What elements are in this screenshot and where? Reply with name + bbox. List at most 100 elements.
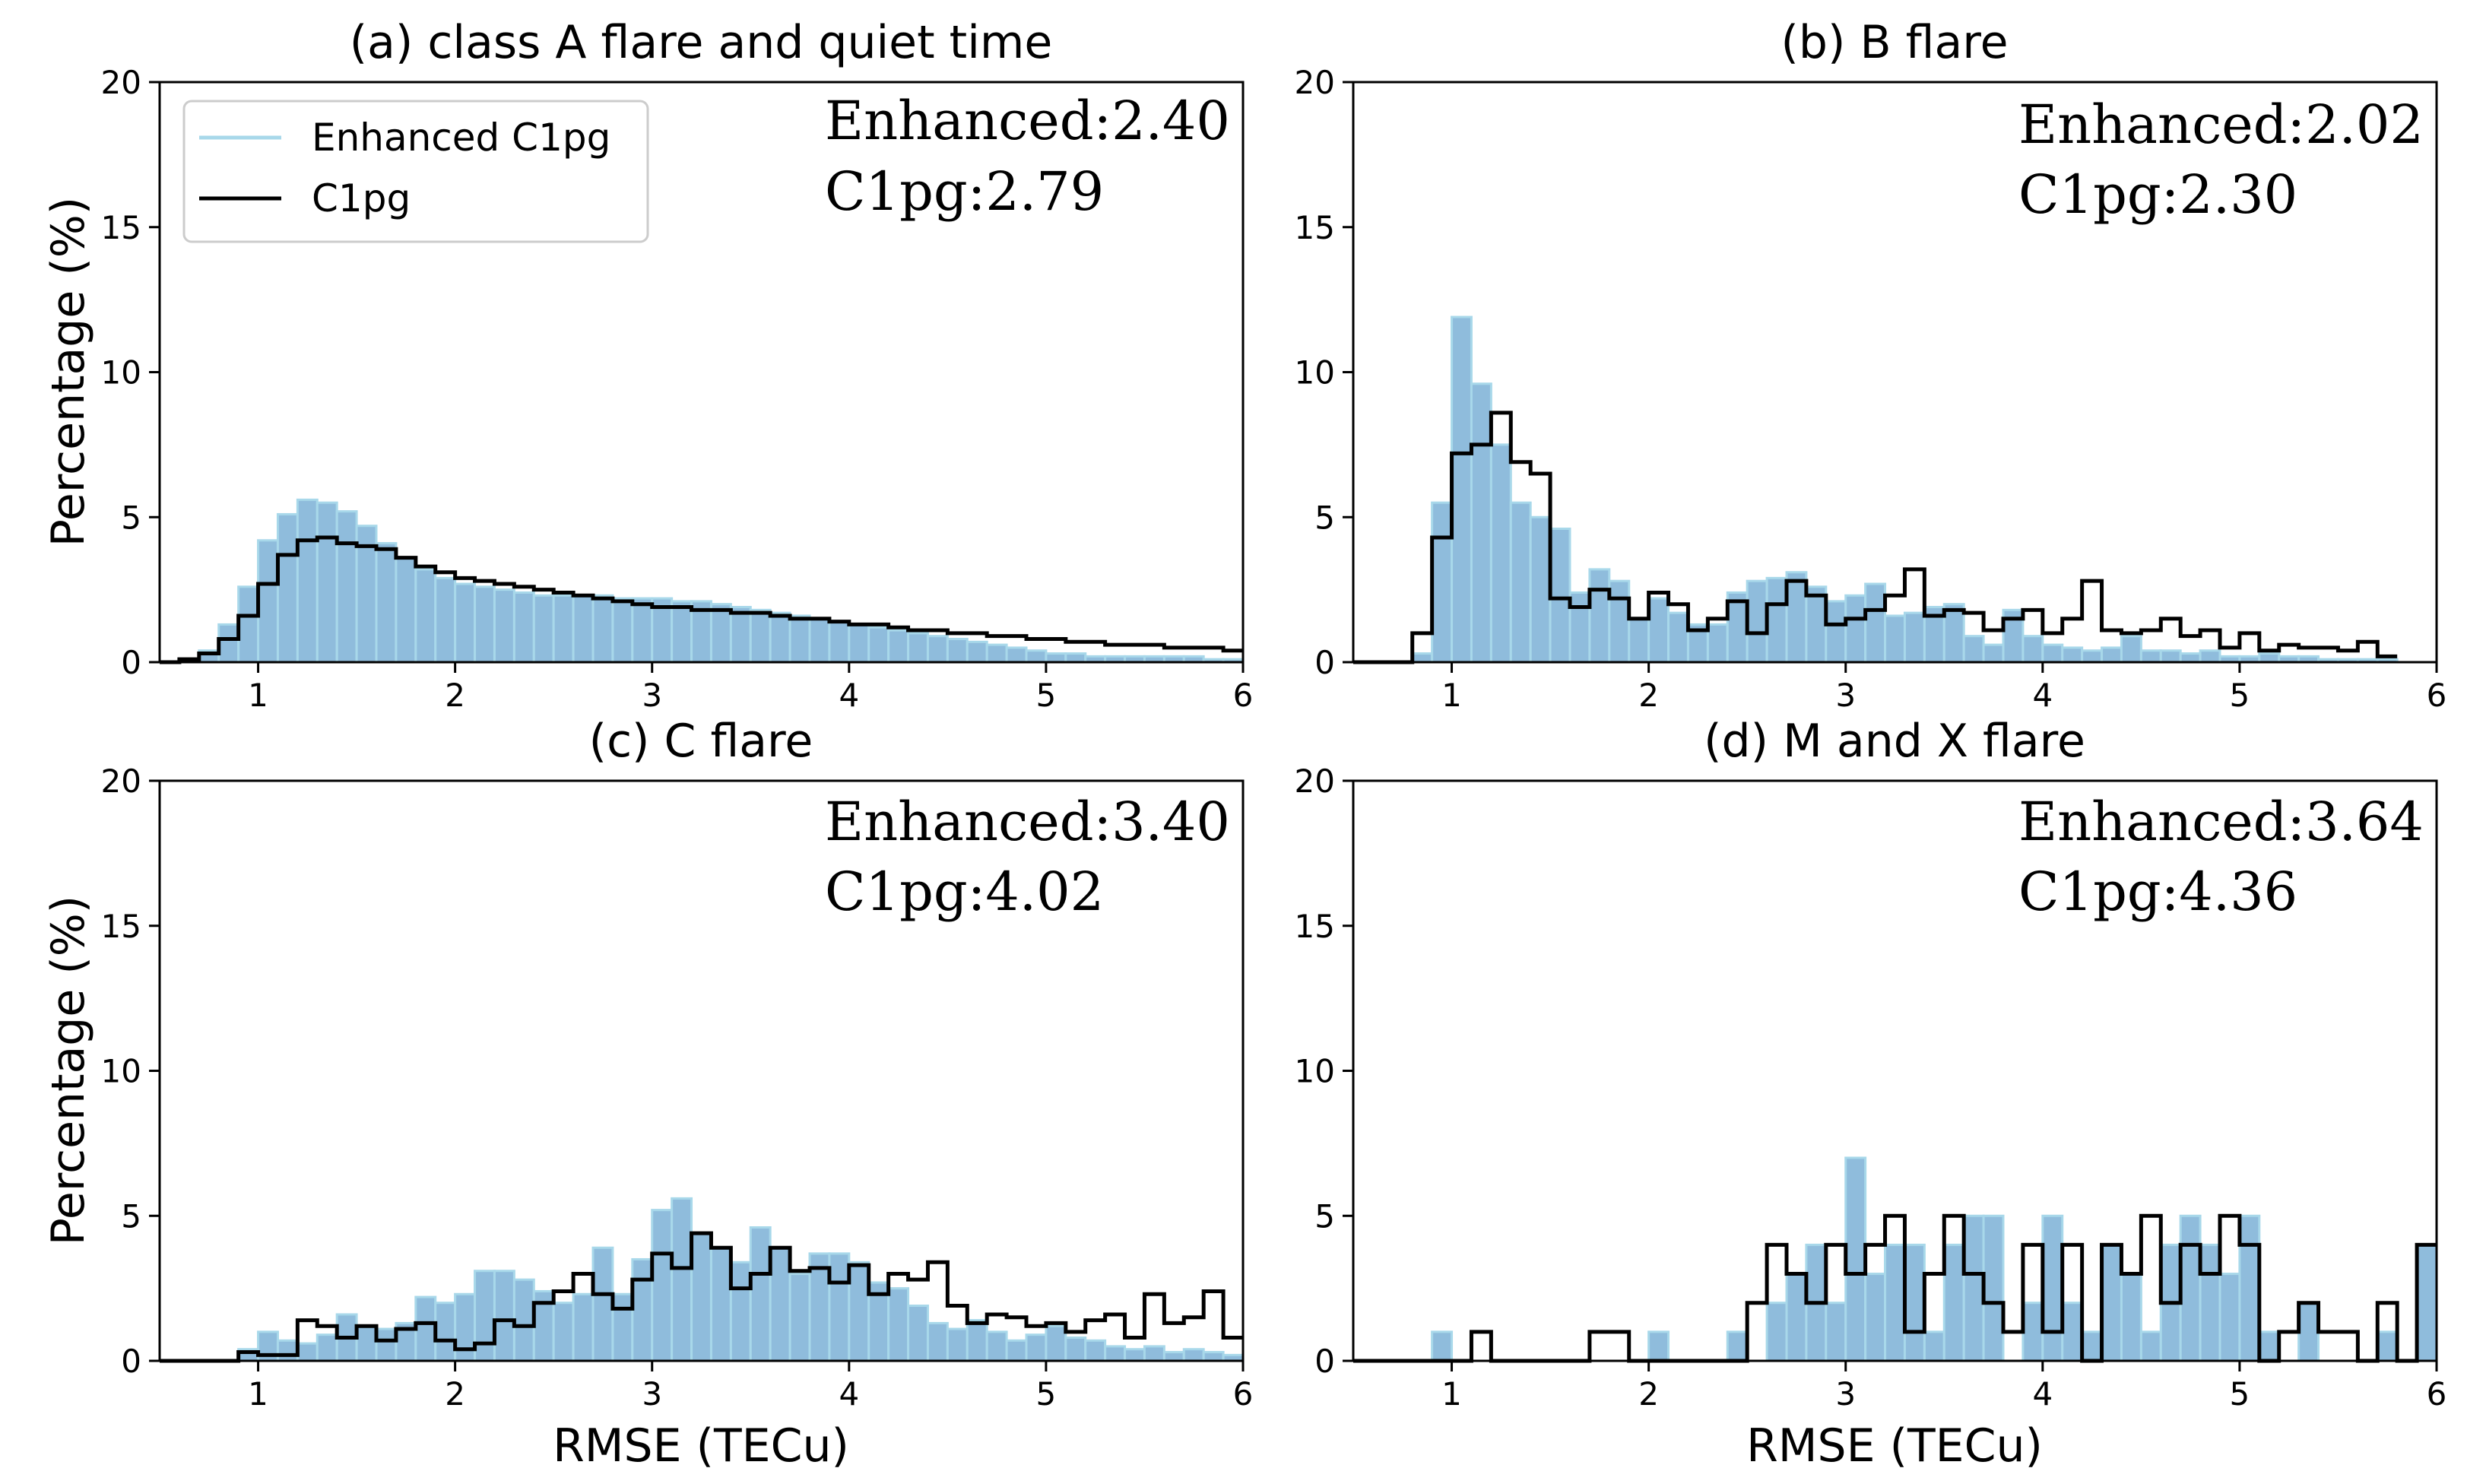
enhanced-bar [2101,1243,2123,1362]
enhanced-bar [217,623,240,664]
y-tick-label: 0 [1314,1343,1335,1380]
enhanced-bar [375,542,398,664]
x-tick-label: 5 [2230,1375,2250,1413]
enhanced-bar [1982,1214,2005,1362]
enhanced-bar [611,597,634,664]
panel-d-yticks: 0 5 10 15 20 [1295,763,1353,1380]
enhanced-bar [1706,623,1729,664]
enhanced-bar [591,1246,614,1362]
y-tick-label: 20 [1295,64,1335,101]
enhanced-bar [1903,611,1926,664]
enhanced-bar [769,611,791,664]
y-tick-label: 20 [101,763,141,800]
enhanced-bar [1025,1333,1048,1362]
enhanced-bar [434,576,457,664]
panel-a-stats: Enhanced:2.40 C1pg:2.79 [825,90,1230,223]
x-tick-label: 1 [248,1375,268,1413]
enhanced-bar [493,588,515,664]
enhanced-bar [2021,1302,2044,1362]
enhanced-bar [1942,603,1965,664]
enhanced-bar [788,1273,811,1362]
y-tick-label: 10 [101,354,141,392]
enhanced-bar [1844,594,1867,664]
y-tick-label: 0 [121,1343,141,1380]
legend-enhanced-label: Enhanced C1pg [312,116,610,160]
panel-b-stat-enhanced: Enhanced:2.02 [2018,94,2424,156]
panel-c-xticks: 1 2 3 4 5 6 [248,1361,1253,1413]
x-tick-label: 5 [1036,1375,1057,1413]
legend-c1pg-label: C1pg [312,176,411,220]
panel-c-ylabel: Percentage (%) [42,896,95,1245]
enhanced-bar [1884,1243,1906,1362]
enhanced-bar [1431,501,1454,664]
enhanced-bar [2199,1243,2221,1362]
enhanced-bar [2120,635,2142,664]
enhanced-bar [985,1330,1008,1362]
panel-c-stat-enhanced: Enhanced:3.40 [825,791,1230,853]
enhanced-bar [1005,646,1028,664]
enhanced-bar [552,594,575,664]
panel-d-bars [1431,1156,2438,1362]
x-tick-label: 1 [1441,1375,1462,1413]
enhanced-bar [926,635,949,664]
enhanced-bar [1064,652,1087,664]
enhanced-bar [1785,1273,1808,1362]
enhanced-bar [1064,1336,1087,1362]
enhanced-bar [2021,635,2044,664]
panel-d: (d) M and X flare 0 5 10 15 20 1 2 3 4 5 6 RMSE (… [1295,715,2447,1473]
x-tick-label: 1 [1441,677,1462,714]
c1pg-step-line [1353,411,2398,664]
enhanced-bar [808,617,831,664]
enhanced-bar [335,510,358,664]
panel-a-stat-c1pg: C1pg:2.79 [825,160,1104,223]
enhanced-bar [2041,1214,2064,1362]
enhanced-bar [316,1333,338,1362]
enhanced-bar [1667,611,1689,664]
panel-a-bars [178,498,1245,664]
x-tick-label: 3 [642,677,662,714]
enhanced-bar [1647,1330,1670,1362]
enhanced-bar [966,640,988,664]
y-tick-label: 10 [1295,1053,1335,1090]
enhanced-bar [355,1324,378,1362]
enhanced-bar [985,643,1008,664]
x-tick-label: 4 [839,677,859,714]
panel-c-bars [237,1197,1245,1362]
enhanced-bar [907,1305,929,1362]
panel-d-xticks: 1 2 3 4 5 6 [1441,1361,2446,1413]
enhanced-bar [552,1302,575,1362]
enhanced-bar [2179,1214,2202,1362]
panel-d-stat-c1pg: C1pg:4.36 [2018,861,2297,923]
enhanced-bar [867,626,890,664]
enhanced-bar [709,603,732,664]
x-tick-label: 5 [1036,677,1057,714]
panel-b-stats: Enhanced:2.02 C1pg:2.30 [2018,94,2424,226]
enhanced-bar [1509,501,1532,664]
panel-a-ylabel: Percentage (%) [42,197,95,547]
enhanced-bar [1568,591,1591,664]
y-tick-label: 15 [1295,908,1335,945]
enhanced-bar [2179,652,2202,664]
enhanced-bar [414,568,437,664]
y-tick-label: 5 [121,1197,141,1235]
enhanced-bar [848,1260,870,1362]
enhanced-bar [237,585,260,664]
enhanced-bar [769,1246,791,1362]
enhanced-bar [2061,1302,2084,1362]
x-tick-label: 6 [1233,677,1254,714]
enhanced-bar [631,597,654,664]
y-tick-label: 0 [1314,644,1335,681]
enhanced-bar [1864,1273,1887,1362]
enhanced-bar [2297,1302,2320,1362]
enhanced-bar [729,606,752,664]
enhanced-bar [2081,1330,2104,1362]
enhanced-bar [690,1232,712,1362]
enhanced-bar [296,1342,319,1362]
enhanced-bar [474,585,496,664]
enhanced-bar [296,498,319,664]
enhanced-bar [1647,597,1670,664]
enhanced-bar [887,629,910,664]
enhanced-bar [749,608,772,664]
enhanced-bar [946,637,969,664]
